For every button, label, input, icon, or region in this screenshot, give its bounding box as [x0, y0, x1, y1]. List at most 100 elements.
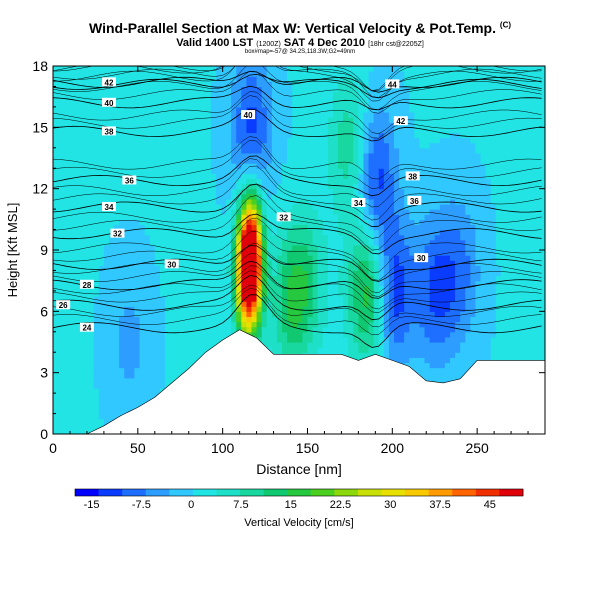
x-axis-label: Distance [nm]	[256, 461, 342, 477]
y-tick-label: 15	[32, 119, 48, 135]
contour-label-text: 40	[105, 99, 114, 108]
chart-title: Wind-Parallel Section at Max W: Vertical…	[88, 20, 512, 36]
isentrope-line	[53, 73, 542, 99]
contour-label: 30	[164, 259, 179, 269]
contour-label-text: 30	[167, 260, 176, 269]
colorbar-tick-label: 45	[484, 499, 496, 511]
isentrope-line	[53, 284, 542, 328]
contour-label: 32	[110, 228, 125, 239]
isentrope-line	[53, 270, 542, 313]
isentrope-line	[53, 245, 542, 282]
colorbar-tick-label: -7.5	[132, 499, 151, 511]
colorbar-tick-label: 15	[285, 499, 297, 511]
y-tick-label: 6	[40, 303, 48, 319]
x-tick-label: 100	[211, 440, 235, 456]
colorbar-swatch	[169, 489, 194, 496]
x-tick-label: 0	[49, 440, 57, 456]
colorbar-swatch	[310, 489, 335, 496]
contour-label: 28	[79, 279, 94, 290]
colorbar-swatch	[357, 489, 382, 496]
colorbar-swatch	[475, 489, 500, 496]
contour-label: 38	[101, 126, 116, 136]
isentrope-line	[53, 184, 542, 239]
colorbar-tick-label: 0	[188, 499, 194, 511]
colorbar-swatch	[381, 489, 406, 496]
colorbar-swatch	[499, 489, 524, 496]
colorbar-swatch	[452, 489, 477, 496]
contour-label-text: 42	[396, 117, 405, 126]
contour-label-text: 28	[82, 281, 91, 290]
colorbar-swatch	[145, 489, 170, 496]
colorbar-swatch	[405, 489, 430, 496]
colorbar-swatch	[75, 489, 99, 496]
isentrope-line	[53, 213, 542, 255]
y-tick-label: 0	[40, 426, 48, 442]
isentrope-line	[53, 275, 542, 321]
isentrope-line	[53, 288, 542, 336]
contour-label: 40	[241, 110, 256, 120]
colorbar-swatch	[263, 489, 288, 496]
contour-label: 36	[122, 175, 137, 185]
colorbar-swatch	[287, 489, 312, 496]
contour-label-text: 38	[408, 172, 417, 181]
colorbar-swatch	[98, 489, 123, 496]
isentrope-line	[53, 85, 542, 111]
colorbar-tick-label: 37.5	[429, 499, 450, 511]
contour-label-text: 36	[125, 176, 134, 185]
x-tick-label: 150	[296, 440, 320, 456]
isentrope-line	[53, 253, 542, 297]
colorbar-swatch	[216, 489, 241, 496]
isentrope-line	[53, 108, 542, 142]
contour-label: 44	[385, 79, 400, 89]
contour-label-text: 38	[105, 127, 114, 136]
colorbar-swatch	[192, 489, 217, 496]
contour-label-text: 44	[388, 80, 397, 89]
contour-label: 40	[101, 97, 116, 108]
contour-label-text: 42	[105, 78, 114, 87]
contour-label: 42	[393, 116, 408, 126]
contour-label-text: 34	[354, 199, 363, 208]
isentrope-line	[53, 230, 542, 281]
colorbar-swatch	[122, 489, 147, 496]
colorbar-swatch	[240, 489, 265, 496]
contour-label: 36	[407, 195, 422, 206]
y-tick-label: 18	[32, 58, 48, 74]
contour-label: 30	[414, 253, 429, 263]
isentrope-line	[53, 70, 542, 114]
x-axis: 0 50 100 150 200 250	[49, 66, 529, 456]
contour-label-text: 24	[82, 324, 91, 333]
isentrope-line	[53, 165, 542, 221]
colorbar-label: Vertical Velocity [cm/s]	[244, 517, 353, 529]
contour-label-text: 36	[410, 197, 419, 206]
contour-label-text: 32	[279, 213, 288, 222]
x-tick-label: 250	[465, 440, 489, 456]
contour-label: 24	[79, 322, 94, 333]
colorbar: -15 -7.5 0 7.5 15 22.5 30 37.5 45	[74, 488, 524, 511]
contour-label-text: 40	[244, 111, 253, 120]
vertical-velocity-field	[53, 66, 545, 434]
isentrope-line	[53, 91, 542, 134]
colorbar-tick-label: 7.5	[233, 499, 248, 511]
y-tick-label: 12	[32, 181, 48, 197]
contour-label: 42	[101, 77, 116, 87]
isentrope-line	[53, 294, 542, 348]
colorbar-swatch	[428, 489, 453, 496]
isentrope-line	[53, 66, 542, 91]
y-axis-label: Height [Kft MSL]	[5, 203, 20, 298]
isentrope-line	[53, 66, 542, 102]
location-info: box#map=-57@ 34.2S,118.3W;G2=49nm	[244, 49, 356, 55]
colorbar-swatch	[334, 489, 359, 496]
contour-label-text: 32	[113, 230, 122, 239]
isentrope-line	[53, 260, 542, 299]
y-tick-label: 3	[40, 365, 48, 381]
isentrope-line	[53, 183, 542, 228]
contour-label-text: 30	[417, 254, 426, 263]
isentrope-line	[53, 70, 542, 93]
isentrope-line	[53, 158, 542, 208]
x-tick-label: 50	[130, 440, 146, 456]
terrain-fill	[53, 329, 546, 435]
contour-label-text: 26	[59, 301, 68, 310]
contour-label-text: 34	[105, 203, 114, 212]
